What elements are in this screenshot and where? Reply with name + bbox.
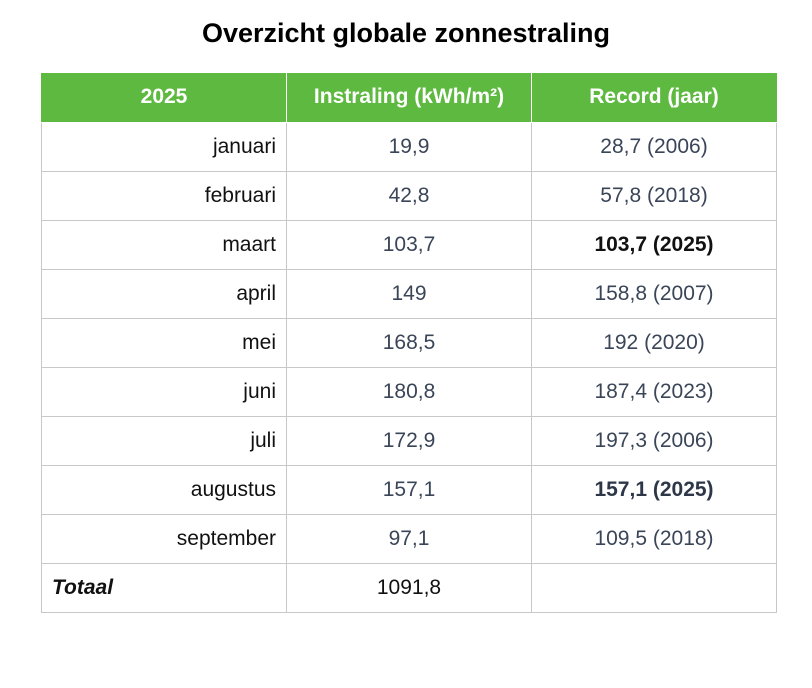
value-cell: 19,9: [286, 121, 532, 172]
month-cell: maart: [41, 219, 287, 270]
header-row: 2025 Instraling (kWh/m²) Record (jaar): [41, 73, 777, 123]
table-row: mei 168,5 192 (2020): [41, 317, 777, 368]
month-cell: juli: [41, 415, 287, 466]
value-cell: 42,8: [286, 170, 532, 221]
month-cell: januari: [41, 121, 287, 172]
value-cell: 97,1: [286, 513, 532, 564]
value-cell: 149: [286, 268, 532, 319]
table-row: maart 103,7 103,7 (2025): [41, 219, 777, 270]
table-body: januari 19,9 28,7 (2006) februari 42,8 57,8 (…: [41, 121, 777, 613]
table-row: juli 172,9 197,3 (2006): [41, 415, 777, 466]
month-cell: mei: [41, 317, 287, 368]
empty-cell: [531, 562, 777, 613]
month-cell: augustus: [41, 464, 287, 515]
value-cell: 168,5: [286, 317, 532, 368]
record-cell: 103,7 (2025): [531, 219, 777, 270]
total-row: Totaal 1091,8: [41, 562, 777, 613]
table-row: april 149 158,8 (2007): [41, 268, 777, 319]
value-cell: 103,7: [286, 219, 532, 270]
table-row: januari 19,9 28,7 (2006): [41, 121, 777, 172]
record-cell: 187,4 (2023): [531, 366, 777, 417]
record-cell: 28,7 (2006): [531, 121, 777, 172]
month-cell: juni: [41, 366, 287, 417]
value-cell: 172,9: [286, 415, 532, 466]
record-cell: 192 (2020): [531, 317, 777, 368]
table-row: februari 42,8 57,8 (2018): [41, 170, 777, 221]
table-row: september 97,1 109,5 (2018): [41, 513, 777, 564]
total-value: 1091,8: [286, 562, 532, 613]
header-cell: 2025: [41, 73, 287, 123]
month-cell: september: [41, 513, 287, 564]
radiation-table: 2025 Instraling (kWh/m²) Record (jaar) j…: [41, 73, 777, 613]
record-cell: 197,3 (2006): [531, 415, 777, 466]
record-cell: 157,1 (2025): [531, 464, 777, 515]
header-cell: Instraling (kWh/m²): [286, 73, 532, 123]
total-label: Totaal: [41, 562, 287, 613]
value-cell: 157,1: [286, 464, 532, 515]
record-cell: 158,8 (2007): [531, 268, 777, 319]
month-cell: februari: [41, 170, 287, 221]
record-cell: 109,5 (2018): [531, 513, 777, 564]
record-cell: 57,8 (2018): [531, 170, 777, 221]
table-row: juni 180,8 187,4 (2023): [41, 366, 777, 417]
title: Overzicht globale zonnestraling: [201, 18, 611, 48]
header-cell: Record (jaar): [531, 73, 777, 123]
table-row: augustus 157,1 157,1 (2025): [41, 464, 777, 515]
value-cell: 180,8: [286, 366, 532, 417]
month-cell: april: [41, 268, 287, 319]
